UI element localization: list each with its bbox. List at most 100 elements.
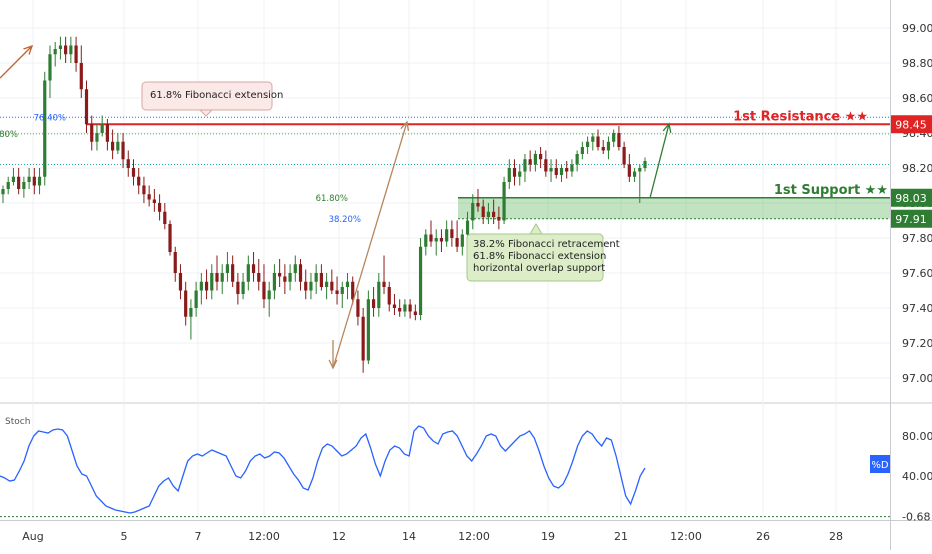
x-tick-label: 12:00 — [458, 530, 490, 543]
y-tick-label: 97.20 — [902, 337, 932, 350]
support-annotation[interactable]: 38.2% Fibonacci retracement 61.8% Fibona… — [473, 239, 620, 274]
candle-body — [549, 168, 553, 172]
candle-body — [366, 299, 370, 361]
candle-body — [53, 49, 57, 55]
candle-body — [507, 168, 511, 182]
support-annotation-pointer — [529, 223, 543, 235]
y-tick-label: 97.60 — [902, 267, 932, 280]
fib-projection-arrow-head — [400, 120, 410, 131]
candle-body — [84, 89, 89, 125]
candle-body — [554, 168, 558, 175]
candle-body — [111, 141, 115, 151]
support2-price-label: 97.91 — [895, 213, 927, 226]
candle-body — [450, 229, 454, 238]
y-tick-label: 99.00 — [902, 22, 932, 35]
support-price-label: 98.03 — [895, 192, 927, 205]
y-tick-label: 98.60 — [902, 92, 932, 105]
candle-body — [518, 171, 522, 177]
arrow-up-left-head — [23, 44, 34, 55]
x-tick-label: 12:00 — [670, 530, 702, 543]
x-tick-label: 12:00 — [248, 530, 280, 543]
candle-body — [293, 264, 297, 273]
candle-body — [288, 273, 292, 282]
x-tick-label: 5 — [121, 530, 128, 543]
candle-body — [64, 45, 68, 55]
candle-body — [512, 168, 517, 177]
y-tick-label: 98.80 — [902, 57, 932, 70]
candle-body — [69, 45, 73, 55]
target-arrow — [649, 123, 670, 199]
x-tick-label: Aug — [22, 530, 43, 543]
candle-body — [325, 281, 329, 287]
candle-body — [596, 136, 600, 147]
candle-body — [559, 168, 564, 175]
candle-body — [418, 246, 423, 315]
candle-body — [319, 273, 323, 287]
candle-body — [486, 211, 491, 217]
x-tick-label: 12 — [332, 530, 346, 543]
candle-body — [356, 299, 360, 317]
candle-body — [163, 211, 167, 224]
support2-price-tag — [891, 209, 932, 228]
x-tick-label: 28 — [829, 530, 843, 543]
candle-body — [121, 141, 125, 160]
candle-body — [601, 147, 605, 151]
osc-tick-label: -0.68 — [902, 511, 930, 524]
candles — [1, 36, 647, 373]
fib-label: 76.40% — [34, 113, 66, 123]
candle-body — [591, 136, 595, 142]
candle-body — [22, 182, 26, 189]
candle-body — [74, 45, 78, 63]
candle-body — [585, 141, 590, 147]
candle-body — [424, 234, 428, 247]
candle-body — [377, 281, 381, 308]
candle-body — [465, 220, 470, 235]
candle-body — [471, 203, 475, 221]
candle-body — [142, 185, 146, 195]
candle-body — [382, 281, 386, 287]
candle-body — [194, 290, 198, 308]
candle-body — [6, 182, 10, 189]
candle-body — [570, 164, 574, 172]
support-label: 1st Support ★★ — [774, 183, 888, 198]
candle-body — [199, 281, 203, 291]
candle-body — [178, 273, 183, 291]
fib-extension-annotation[interactable]: 61.8% Fibonacci extension — [150, 90, 284, 101]
candle-body — [622, 147, 626, 165]
candle-body — [48, 54, 52, 81]
fib-label: 61.80% — [316, 194, 348, 204]
candle-body — [445, 229, 449, 242]
oscillator-title: Stoch — [5, 417, 30, 427]
candle-body — [173, 252, 177, 273]
x-tick-label: 7 — [195, 530, 202, 543]
candle-body — [580, 147, 584, 154]
arrow-up-left — [0, 45, 33, 79]
candle-body — [262, 281, 266, 300]
candle-body — [27, 176, 31, 182]
candle-body — [523, 159, 527, 172]
candle-body — [37, 176, 42, 186]
candle-body — [204, 281, 209, 291]
candle-body — [32, 176, 36, 186]
candle-body — [17, 176, 21, 189]
osc-tick-label: 40.00 — [902, 470, 932, 483]
candle-body — [58, 45, 63, 49]
candle-body — [371, 299, 376, 308]
candle-body — [497, 217, 501, 221]
y-tick-label: 97.00 — [902, 372, 932, 385]
candle-body — [43, 80, 47, 177]
candle-body — [95, 133, 99, 142]
x-tick-label: 26 — [756, 530, 770, 543]
candle-body — [246, 264, 250, 282]
candle-body — [11, 176, 16, 182]
candle-body — [408, 304, 412, 312]
fib-label: 61.80% — [0, 130, 18, 140]
candle-body — [398, 308, 402, 312]
candle-body — [345, 281, 350, 287]
candle-body — [241, 281, 245, 294]
candle-body — [1, 189, 5, 195]
candle-body — [606, 141, 611, 151]
candle-body — [439, 238, 444, 242]
resistance-label: 1st Resistance ★★ — [733, 109, 868, 124]
